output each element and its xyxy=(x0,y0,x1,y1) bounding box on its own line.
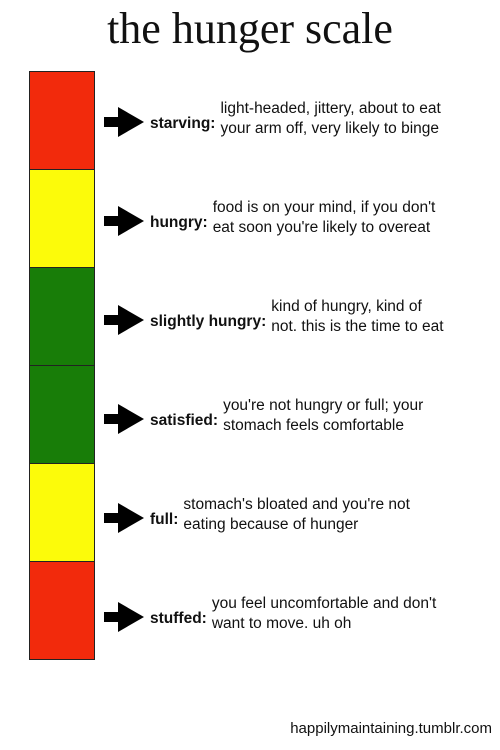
level-description: you're not hungry or full; your stomach f… xyxy=(223,396,423,436)
level-row: slightly hungry: kind of hungry, kind of n… xyxy=(102,270,497,369)
scale-block xyxy=(29,561,95,660)
arrow-head xyxy=(104,106,144,137)
level-row: starving: light-headed, jittery, about to… xyxy=(102,72,497,171)
credit: happilymaintaining.tumblr.com xyxy=(290,720,492,737)
arrow-head xyxy=(104,205,144,236)
description-line: eating because of hunger xyxy=(183,515,359,533)
title: the hunger scale xyxy=(107,4,393,53)
level-label: stuffed: xyxy=(150,609,207,627)
arrow xyxy=(104,502,144,533)
scale xyxy=(29,71,95,660)
scale-block xyxy=(29,169,95,268)
description-line: food is on your mind, if you don't xyxy=(212,198,436,216)
description-line: not. this is the time to eat xyxy=(271,317,444,335)
level-label: starving: xyxy=(150,114,216,132)
arrow xyxy=(104,205,144,236)
description-line: eat soon you're likely to overeat xyxy=(212,218,431,236)
level-row: satisfied: you're not hungry or full; you… xyxy=(102,369,497,468)
scale-block xyxy=(29,267,95,366)
level-label: slightly hungry: xyxy=(150,312,267,330)
level-description: kind of hungry, kind of not. this is the … xyxy=(271,297,443,337)
level-row: hungry: food is on your mind, if you don'… xyxy=(102,171,497,270)
scale-block xyxy=(29,463,95,562)
description-line: your arm off, very likely to binge xyxy=(220,119,439,137)
description-line: stomach feels comfortable xyxy=(223,416,404,434)
arrow-head xyxy=(104,601,144,632)
arrow-head xyxy=(104,304,144,335)
level-description: light-headed, jittery, about to eat your … xyxy=(220,99,440,139)
description-line: want to move. uh oh xyxy=(211,614,352,632)
level-description: stomach's bloated and you're not eating b… xyxy=(183,495,410,535)
level-row: full: stomach's bloated and you're not eat… xyxy=(102,468,497,567)
arrow-head xyxy=(104,403,144,434)
arrow-head xyxy=(104,502,144,533)
scale-block xyxy=(29,71,95,170)
description-line: you're not hungry or full; your xyxy=(223,396,424,414)
arrow xyxy=(104,304,144,335)
level-label: hungry: xyxy=(150,213,208,231)
description-line: stomach's bloated and you're not xyxy=(183,495,410,513)
level-row: stuffed: you feel uncomfortable and don't… xyxy=(102,567,497,666)
scale-block xyxy=(29,365,95,464)
description-line: kind of hungry, kind of xyxy=(271,297,422,315)
level-rows: starving: light-headed, jittery, about to… xyxy=(102,72,497,666)
description-line: light-headed, jittery, about to eat xyxy=(220,99,441,117)
level-label: full: xyxy=(150,510,179,528)
arrow xyxy=(104,403,144,434)
level-description: you feel uncomfortable and don't want to … xyxy=(212,594,436,634)
description-line: you feel uncomfortable and don't xyxy=(211,594,437,612)
arrow xyxy=(104,106,144,137)
arrow xyxy=(104,601,144,632)
level-description: food is on your mind, if you don't eat so… xyxy=(213,198,436,238)
level-label: satisfied: xyxy=(150,411,219,429)
